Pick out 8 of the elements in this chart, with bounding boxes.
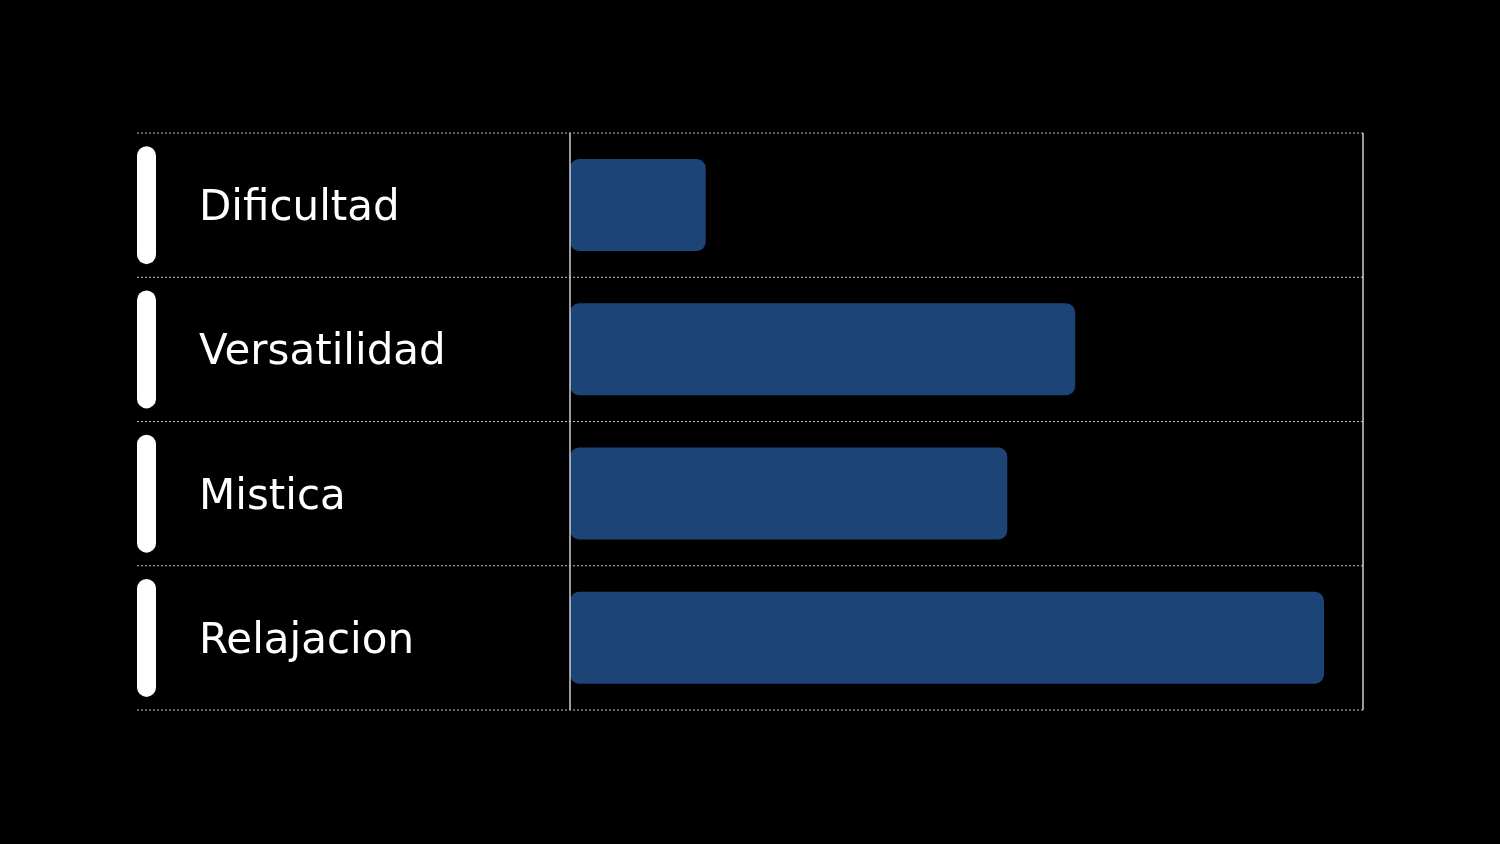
y-tick-label: Mistica [199,469,346,519]
y-tick-label: Versatilidad [199,325,446,375]
bar [570,159,706,251]
bar [570,303,1076,396]
y-tick-label: Relajacion [199,613,415,663]
bar [570,591,1324,684]
bar [570,447,1008,540]
y-tick-label: Dificultad [199,181,400,231]
